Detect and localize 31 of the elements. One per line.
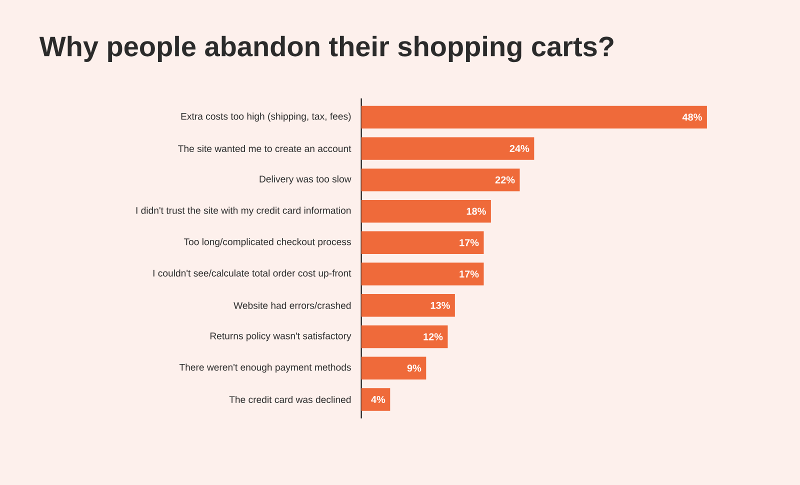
bar [361, 168, 520, 192]
data-label: 48% [682, 114, 702, 121]
data-label: 12% [424, 333, 443, 340]
chart-title: Why people abandon their shopping carts? [39, 36, 614, 62]
bar [361, 137, 534, 160]
y-tick-label: Delivery was too slow [260, 175, 352, 184]
data-label: 17% [460, 239, 479, 246]
y-tick-label: I didn't trust the site with my credit card information [136, 206, 351, 216]
y-tick-label: Extra costs too high (shipping, tax, fees) [181, 112, 351, 122]
bar [361, 231, 484, 254]
data-label: 13% [430, 302, 450, 309]
y-tick-label: Website had errors/crashed [234, 302, 351, 309]
bar [361, 356, 426, 380]
y-tick-label: Too long/complicated checkout process [184, 238, 351, 248]
y-tick-label: The credit card was declined [229, 396, 351, 404]
y-tick-label: I couldn't see/calculate total order cost up-front [153, 270, 352, 278]
data-label: 24% [510, 144, 530, 152]
y-tick-label: Returns policy wasn't satisfactory [210, 332, 352, 342]
bar [361, 325, 448, 348]
data-label: 17% [460, 270, 479, 278]
bar [361, 106, 707, 128]
y-tick-label: The site wanted me to create an account [178, 144, 352, 152]
y-tick-label: There weren't enough payment methods [179, 364, 351, 373]
bar [361, 200, 491, 223]
data-label: 18% [466, 208, 486, 215]
bar [361, 294, 455, 317]
data-label: 22% [495, 176, 515, 184]
bar [361, 262, 484, 286]
data-label: 9% [407, 364, 422, 372]
data-label: 4% [371, 396, 386, 404]
bar [361, 388, 390, 411]
